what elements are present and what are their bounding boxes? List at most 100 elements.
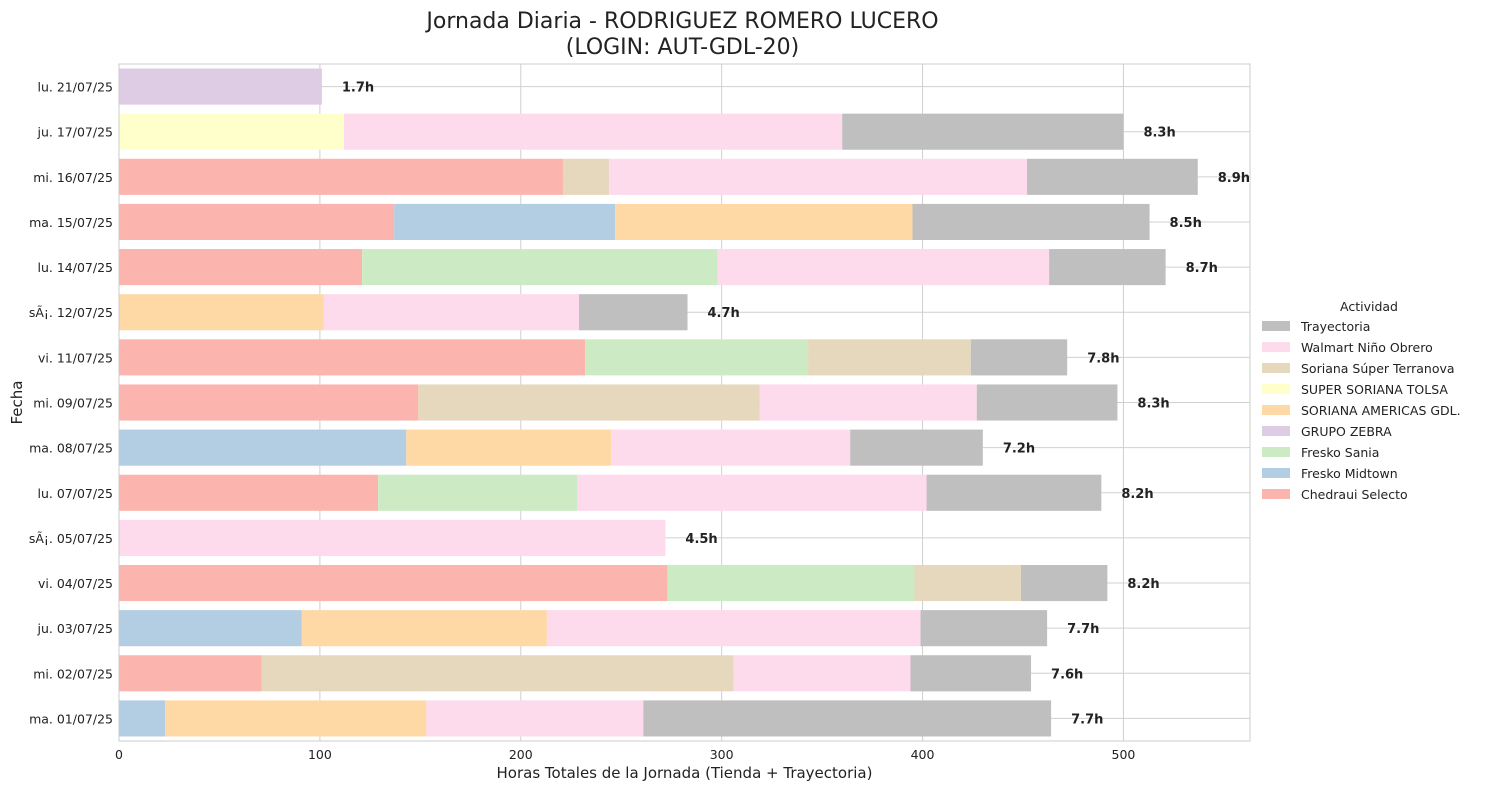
bar-segment <box>119 68 322 105</box>
x-tick-label: 500 <box>1112 747 1136 762</box>
bar-total-label: 7.6h <box>1051 667 1083 682</box>
bar-segment <box>165 700 427 737</box>
legend-swatch <box>1262 489 1290 499</box>
y-tick-label: ma. 08/07/25 <box>29 441 113 456</box>
x-tick-label: 400 <box>911 747 935 762</box>
bar-segment <box>119 564 668 602</box>
bar-segment <box>1020 564 1108 602</box>
bar-segment <box>579 294 688 331</box>
y-tick-label: ju. 03/07/25 <box>37 621 113 636</box>
y-tick-label: ma. 01/07/25 <box>29 711 113 726</box>
legend-label: Fresko Midtown <box>1301 466 1398 481</box>
bar-segment <box>609 158 1028 195</box>
legend-label: SORIANA AMERICAS GDL. <box>1301 403 1461 418</box>
legend-swatch <box>1262 363 1290 373</box>
y-tick-label: mi. 16/07/25 <box>33 170 113 185</box>
bar-segment <box>970 339 1068 376</box>
bar-segment <box>406 429 612 466</box>
bar-segment <box>733 655 911 692</box>
legend-label: SUPER SORIANA TOLSA <box>1301 382 1448 397</box>
bar-segment <box>119 429 407 466</box>
bar-segment <box>914 564 1021 602</box>
bar-segment <box>119 203 395 241</box>
bar-segment <box>119 519 666 556</box>
bar-segment <box>643 700 1052 737</box>
bar-segment <box>119 249 363 286</box>
chart-title: Jornada Diaria - RODRIGUEZ ROMERO LUCERO <box>424 9 938 34</box>
legend-label: Walmart Niño Obrero <box>1301 340 1433 355</box>
bar-segment <box>585 339 809 376</box>
bar-segment <box>378 474 578 511</box>
bar-segment <box>667 564 915 602</box>
bar-total-label: 7.8h <box>1087 351 1119 366</box>
bar-total-label: 8.2h <box>1121 487 1153 502</box>
bar-segment <box>759 384 977 421</box>
y-tick-label: ju. 17/07/25 <box>37 125 113 140</box>
legend-label: Chedraui Selecto <box>1301 487 1408 502</box>
x-tick-label: 200 <box>509 747 533 762</box>
bar-total-label: 7.2h <box>1003 442 1035 457</box>
x-axis-label: Horas Totales de la Jornada (Tienda + Tr… <box>497 764 873 782</box>
legend-label: Trayectoria <box>1300 319 1370 334</box>
bar-total-label: 8.5h <box>1170 216 1202 231</box>
bar-segment <box>920 610 1048 647</box>
y-tick-label: vi. 11/07/25 <box>38 350 113 365</box>
y-tick-label: lu. 14/07/25 <box>38 260 113 275</box>
bar-segment <box>119 158 563 195</box>
y-tick-label: mi. 09/07/25 <box>33 396 113 411</box>
legend-label: Soriana Súper Terranova <box>1301 361 1455 376</box>
legend-label: Fresko Sania <box>1301 445 1379 460</box>
legend-swatch <box>1262 447 1290 457</box>
bar-segment <box>577 474 927 511</box>
x-tick-label: 300 <box>710 747 734 762</box>
y-tick-label: sÃ¡. 05/07/25 <box>29 531 113 546</box>
bar-segment <box>546 610 921 647</box>
bar-segment <box>119 655 262 692</box>
bar-segment <box>611 429 851 466</box>
bar-segment <box>323 294 580 331</box>
bar-total-label: 8.3h <box>1137 397 1169 412</box>
legend-swatch <box>1262 384 1290 394</box>
bar-segment <box>562 158 610 195</box>
bar-segment <box>301 610 547 647</box>
bar-segment <box>426 700 644 737</box>
bar-segment <box>119 610 302 647</box>
bar-total-label: 4.5h <box>685 532 717 547</box>
plot-border <box>118 63 1251 742</box>
x-tick-label: 100 <box>308 747 332 762</box>
bar-segment <box>119 339 586 376</box>
bar-segment <box>119 474 379 511</box>
bar-segment <box>119 700 166 737</box>
bar-segment <box>119 294 324 331</box>
bar-segment <box>717 249 1050 286</box>
bar-total-label: 1.7h <box>342 81 374 96</box>
bar-segment <box>615 203 913 241</box>
bar-segment <box>362 249 718 286</box>
y-axis-label: Fecha <box>8 381 26 425</box>
y-tick-label: sÃ¡. 12/07/25 <box>29 305 113 320</box>
bar-segment <box>850 429 983 466</box>
bar-segment <box>418 384 760 421</box>
y-tick-label: ma. 15/07/25 <box>29 215 113 230</box>
y-tick-label: vi. 04/07/25 <box>38 576 113 591</box>
bar-total-label: 8.2h <box>1127 577 1159 592</box>
bar-total-label: 8.3h <box>1143 126 1175 141</box>
bar-total-label: 8.7h <box>1186 261 1218 276</box>
legend-title: Actividad <box>1340 299 1398 314</box>
legend-label: GRUPO ZEBRA <box>1301 424 1392 439</box>
bar-segment <box>261 655 734 692</box>
y-tick-label: lu. 07/07/25 <box>38 486 113 501</box>
y-tick-label: mi. 02/07/25 <box>33 666 113 681</box>
bar-segment <box>119 384 419 421</box>
bar-total-label: 7.7h <box>1071 712 1103 727</box>
bar-segment <box>1027 158 1198 195</box>
bar-segment <box>842 113 1124 150</box>
bar-segment <box>910 655 1032 692</box>
bar-total-label: 4.7h <box>708 306 740 321</box>
bar-segment <box>912 203 1150 241</box>
bar-segment <box>808 339 971 376</box>
bar-segment <box>1049 249 1166 286</box>
x-tick-label: 0 <box>115 747 123 762</box>
legend-swatch <box>1262 426 1290 436</box>
